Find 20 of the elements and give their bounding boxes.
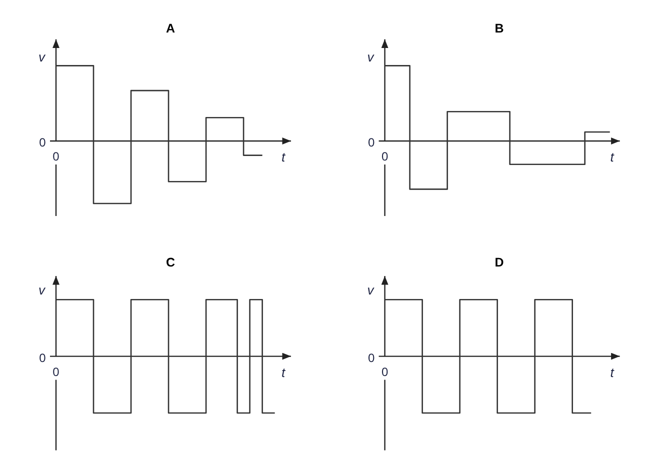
y-axis-title: v bbox=[38, 282, 46, 297]
text: 0 bbox=[368, 136, 375, 150]
chart-title: C bbox=[166, 255, 176, 270]
x-axis-title: t bbox=[610, 364, 616, 380]
y-axis-title: v bbox=[38, 49, 46, 64]
chart-title: D bbox=[494, 255, 504, 270]
x-axis-title: t bbox=[281, 364, 286, 380]
text: 0 bbox=[39, 350, 46, 365]
annotation: 0 bbox=[381, 150, 388, 164]
annotation: 0 bbox=[52, 150, 60, 164]
x-axis-title: t bbox=[610, 149, 616, 164]
annotation: 0 bbox=[52, 364, 60, 379]
x-axis-title: t bbox=[281, 149, 286, 164]
y-axis-title: v bbox=[367, 282, 376, 297]
text: 0 bbox=[368, 350, 375, 365]
text: 0 bbox=[39, 136, 46, 150]
annotation: 0 bbox=[381, 364, 388, 379]
chart-title: B bbox=[494, 21, 504, 36]
chart-title: A bbox=[166, 21, 176, 36]
y-axis-title: v bbox=[367, 49, 376, 64]
